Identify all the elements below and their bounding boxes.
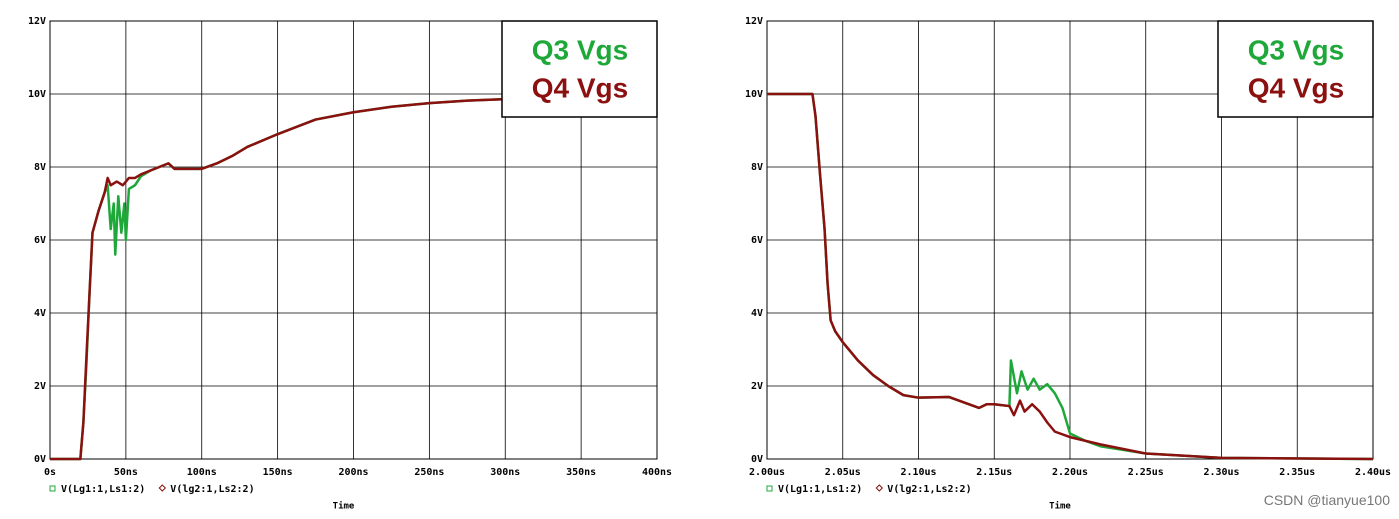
y-tick-label: 10V — [28, 89, 46, 100]
y-tick-label: 6V — [34, 235, 46, 246]
x-tick-label: 200ns — [338, 467, 368, 478]
annotation: Q3 Vgs — [1248, 34, 1344, 65]
x-tick-label: 100ns — [187, 467, 217, 478]
watermark: CSDN @tianyue100 — [1264, 492, 1390, 508]
legend-marker — [875, 484, 884, 492]
y-tick-label: 8V — [34, 162, 46, 173]
legend-label: V(Lg1:1,Ls1:2) — [61, 484, 145, 495]
x-tick-label: 2.30us — [1203, 467, 1239, 478]
annotation: Q3 Vgs — [532, 34, 628, 65]
y-tick-label: 0V — [34, 454, 46, 465]
x-tick-label: 2.40us — [1355, 467, 1391, 478]
x-tick-label: 150ns — [263, 467, 293, 478]
x-tick-label: 2.20us — [1052, 467, 1088, 478]
x-tick-label: 2.10us — [900, 467, 936, 478]
annotation-box — [1217, 20, 1374, 118]
y-tick-label: 4V — [34, 308, 46, 319]
x-tick-label: 2.25us — [1128, 467, 1164, 478]
y-tick-label: 12V — [28, 16, 46, 27]
x-tick-label: 400ns — [642, 467, 672, 478]
legend-label: V(lg2:1,Ls2:2) — [170, 484, 254, 495]
y-tick-label: 6V — [751, 235, 763, 246]
x-tick-label: 50ns — [114, 467, 138, 478]
x-tick-label: 250ns — [414, 467, 444, 478]
x-tick-label: 2.15us — [976, 467, 1012, 478]
x-tick-label: 350ns — [566, 467, 596, 478]
legend-label: V(Lg1:1,Ls1:2) — [778, 484, 862, 495]
y-tick-label: 2V — [34, 381, 46, 392]
legend-marker — [766, 485, 773, 492]
x-tick-label: 2.35us — [1279, 467, 1315, 478]
x-tick-label: 300ns — [490, 467, 520, 478]
y-tick-label: 2V — [751, 381, 763, 392]
x-axis-label: Time — [1049, 501, 1071, 512]
annotation: Q4 Vgs — [532, 72, 628, 103]
y-tick-label: 10V — [745, 89, 763, 100]
series-line — [50, 95, 658, 461]
x-tick-label: 2.05us — [825, 467, 861, 478]
y-tick-label: 4V — [751, 308, 763, 319]
annotation: Q4 Vgs — [1248, 72, 1344, 103]
x-axis-label: Time — [333, 501, 355, 512]
x-tick-label: 2.00us — [749, 467, 785, 478]
legend-marker — [49, 485, 56, 492]
y-tick-label: 0V — [751, 454, 763, 465]
x-tick-label: 0s — [44, 467, 56, 478]
legend-label: V(lg2:1,Ls2:2) — [887, 484, 971, 495]
series-line — [767, 92, 1374, 461]
annotation-box — [501, 20, 658, 118]
legend-marker — [158, 484, 167, 492]
y-tick-label: 8V — [751, 162, 763, 173]
y-tick-label: 12V — [745, 16, 763, 27]
